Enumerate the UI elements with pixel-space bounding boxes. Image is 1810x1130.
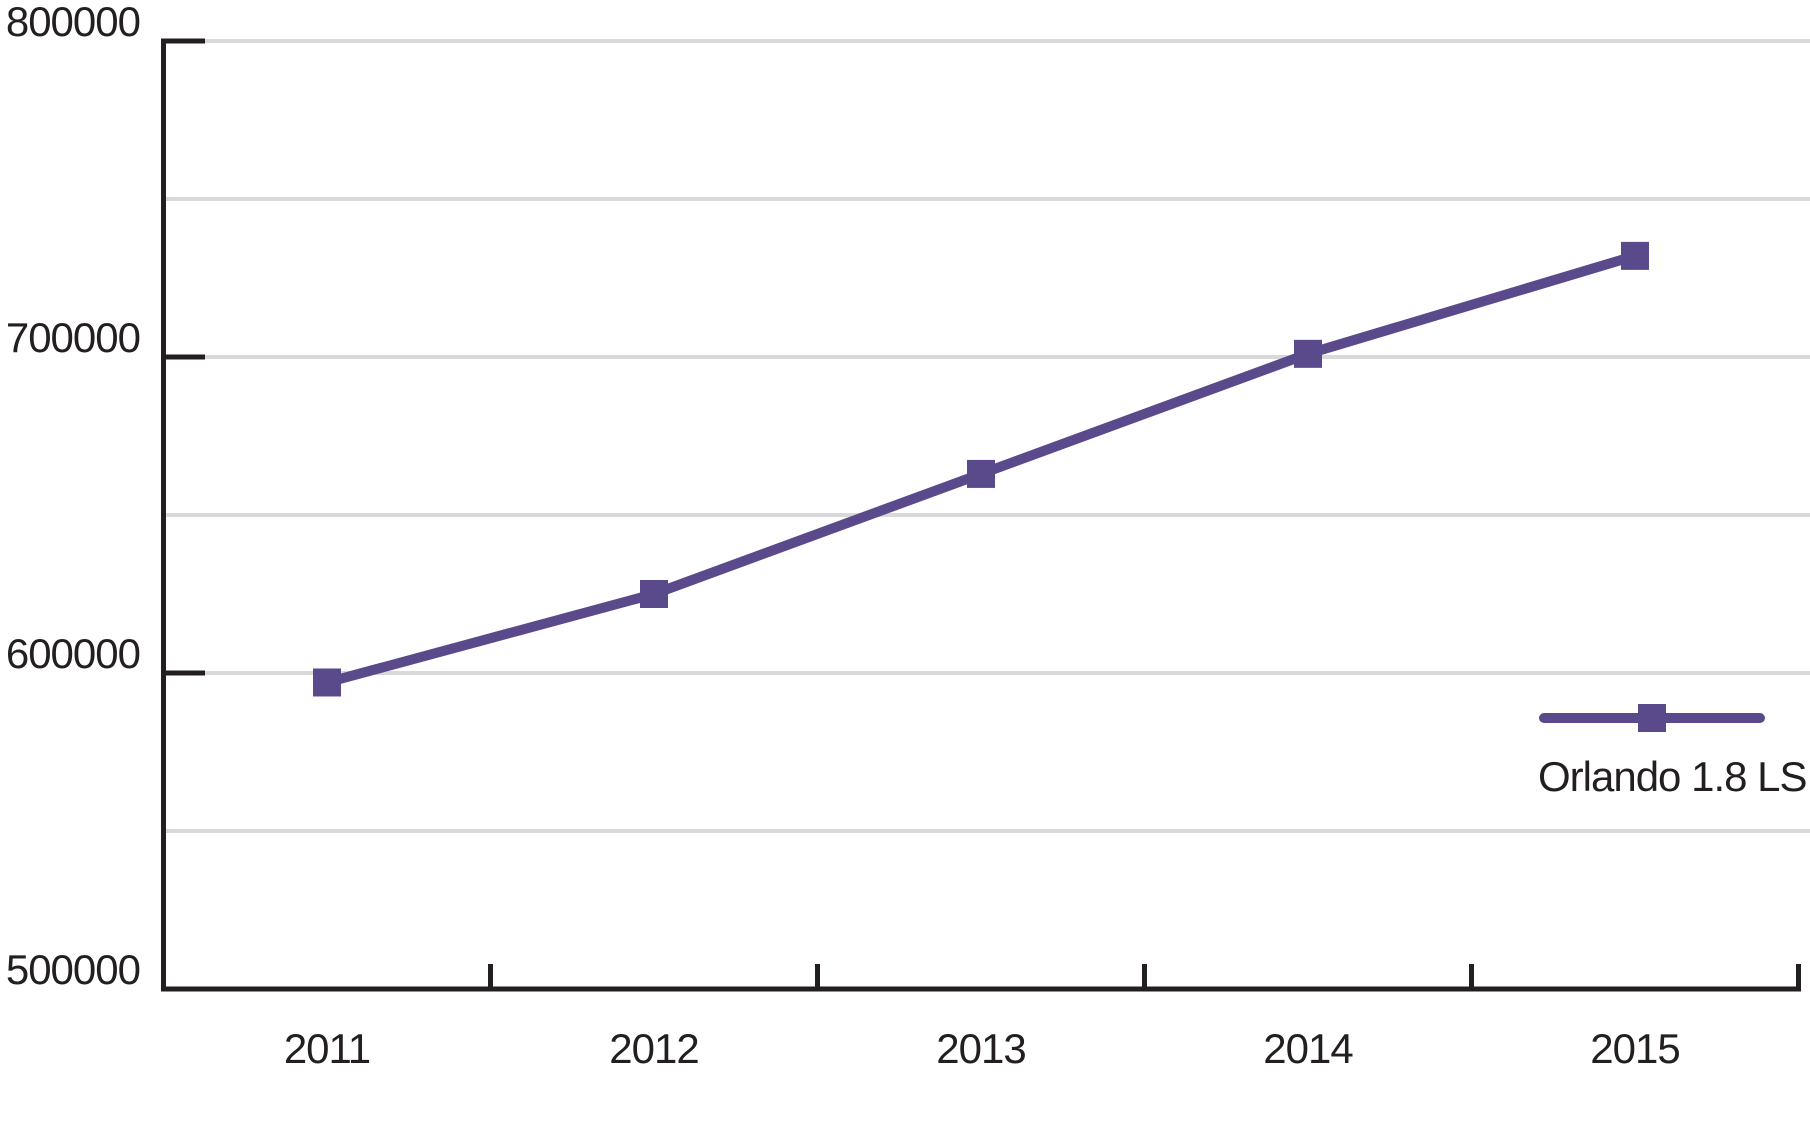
legend-label: Orlando 1.8 LS	[1538, 753, 1807, 800]
x-tick-label: 2013	[936, 1025, 1025, 1072]
x-tick-label: 2011	[284, 1025, 370, 1072]
y-tick-label: 500000	[6, 946, 140, 993]
y-axis-tick	[163, 354, 205, 360]
gridline	[166, 513, 1810, 517]
gridline	[166, 39, 1810, 43]
gridline	[166, 197, 1810, 201]
y-tick-label: 800000	[6, 0, 140, 45]
legend-marker	[1638, 704, 1666, 732]
data-point-marker	[640, 580, 668, 608]
data-point-marker	[1294, 339, 1322, 368]
x-tick-label: 2014	[1263, 1025, 1353, 1072]
x-axis-tick	[1142, 964, 1147, 989]
x-axis-tick	[815, 964, 820, 989]
x-axis-tick	[488, 964, 493, 989]
data-point-marker	[1621, 241, 1649, 270]
x-axis-tick	[1469, 964, 1474, 989]
y-tick-label: 600000	[6, 630, 140, 677]
data-point-marker	[313, 668, 341, 697]
x-tick-label: 2012	[609, 1025, 698, 1072]
y-axis-tick	[163, 38, 205, 44]
gridline	[166, 355, 1810, 359]
y-tick-label: 700000	[6, 314, 140, 361]
y-axis-line	[161, 38, 166, 992]
x-axis-tick	[1796, 964, 1801, 989]
gridline	[166, 829, 1810, 833]
x-axis-line	[161, 986, 1801, 992]
gridline	[166, 671, 1810, 675]
data-point-marker	[967, 459, 995, 488]
x-tick-label: 2015	[1590, 1025, 1679, 1072]
y-axis-tick	[163, 670, 205, 676]
